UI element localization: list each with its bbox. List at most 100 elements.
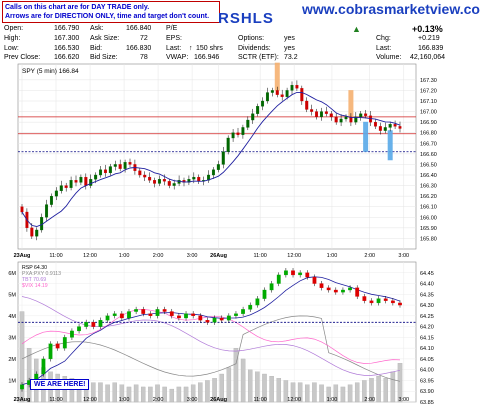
indicator-y-tick-label: 64.10 (420, 346, 434, 352)
volume-bar (140, 386, 146, 403)
price-markers (274, 62, 393, 161)
price-y-tick-label: 165.80 (420, 236, 437, 242)
down-marker (274, 62, 280, 91)
price-candle-body (339, 118, 343, 123)
price-y-tick-label: 166.70 (420, 141, 437, 147)
high-label: High: (4, 35, 21, 42)
volume-y-tick-label: 4M (8, 314, 16, 320)
indicator-y-tick-label: 64.05 (420, 357, 434, 363)
price-x-tick-label: 12:00 (287, 253, 301, 259)
rsp-candle-body (20, 384, 24, 390)
price-candle-body (143, 174, 147, 178)
price-y-tick-label: 166.90 (420, 120, 437, 126)
volume-bar (155, 384, 160, 403)
price-candle-body (305, 100, 309, 110)
volume-bar (112, 382, 117, 403)
vwap-value: 166.946 (194, 54, 220, 61)
price-y-axis: 167.30 167.20 167.10 167.00 166.90 166.80 166.… (420, 78, 437, 243)
volume-bar (269, 376, 274, 403)
indicator-y-tick-label: 64.35 (420, 292, 434, 298)
volume-bar (212, 378, 217, 403)
volume-y-tick-label: 6M (8, 271, 16, 277)
quote-header: Calls on this chart are for DAY TRADE on… (0, 0, 480, 62)
price-candle-body (192, 176, 196, 180)
rsp-candle-body (341, 289, 345, 293)
price-candle-body (261, 100, 265, 107)
rsp-candle-body (234, 313, 238, 316)
rsp-candle-body (305, 272, 310, 278)
volume-bar (319, 384, 324, 403)
price-candle-body (113, 164, 117, 167)
indicator-panel (17, 261, 417, 403)
price-candle-body (99, 169, 103, 176)
volume-bar (376, 376, 381, 403)
rsp-candle-body (298, 272, 303, 276)
price-y-tick-label: 166.50 (420, 162, 437, 168)
price-x-tick-label: 3:00 (187, 253, 198, 259)
price-candle-body (123, 162, 127, 169)
rsp-candle-body (319, 283, 324, 288)
volume-y-tick-label: 5M (8, 292, 16, 298)
price-candle-body (118, 164, 122, 169)
price-candle-body (344, 116, 348, 120)
rsp-candle-body (269, 283, 274, 291)
volume-bar (219, 373, 224, 403)
change-pct-value: +0.13% (412, 24, 443, 34)
volume-bar (369, 378, 374, 403)
price-candle-body (265, 92, 269, 102)
volume-bar (169, 388, 175, 403)
volume-bar (255, 371, 260, 403)
bid-size-label: Bid Size: (90, 54, 118, 61)
indicator-x-tick-label: 3:00 (398, 397, 409, 403)
indicator-y-tick-label: 64.15 (420, 335, 434, 341)
price-moving-average (21, 91, 401, 227)
price-series-label: SPY (5 min) 166.84 (22, 68, 79, 75)
indicator-x-tick-label: 3:00 (187, 397, 198, 403)
legend-entry: $VIX 14.19 (22, 283, 48, 289)
volume-left-axis: 6M 5M 4M 3M 2M 1M (8, 271, 16, 385)
volume-bar (19, 311, 25, 403)
volume-bar (205, 380, 210, 403)
price-candle-body (30, 227, 34, 237)
price-candle-body (197, 176, 201, 182)
ask-label: Ask: (90, 25, 104, 32)
rsp-candle-body (219, 317, 224, 321)
pe-label: P/E (166, 25, 178, 32)
chg-value: +0.219 (418, 35, 440, 42)
site-url[interactable]: www.cobrasmarketview.com (302, 1, 480, 17)
price-x-tick-label: 1:00 (119, 253, 130, 259)
price-candle-body (275, 90, 279, 95)
price-candle-body (295, 84, 299, 89)
price-y-tick-label: 167.30 (420, 78, 437, 84)
indicator-y-tick-label: 64.40 (420, 282, 434, 288)
indicator-y-tick-label: 64.45 (420, 271, 434, 277)
price-y-tick-label: 167.20 (420, 88, 437, 94)
volume-bar (312, 382, 317, 403)
volume-bar (347, 384, 353, 403)
volume-bar (119, 384, 125, 403)
price-candle-body (378, 126, 382, 131)
note-line-2: Arrows are for DIRECTION ONLY, time and … (5, 13, 210, 20)
price-candle-body (364, 113, 368, 116)
legend-entry: RSP 64.30 (22, 265, 47, 271)
rsp-candle-body (276, 274, 281, 284)
price-candle-body (226, 137, 230, 152)
rsp-candle-body (398, 302, 402, 306)
rsp-candle-body (369, 300, 374, 304)
price-candle-body (69, 180, 73, 188)
up-marker (363, 121, 369, 152)
price-candle-body (383, 127, 387, 131)
indicator-right-axis: 64.45 64.40 64.35 64.30 64.25 64.20 64.15 64.10… (420, 271, 434, 406)
price-candle-body (35, 229, 39, 237)
rsp-candle-body (112, 313, 117, 316)
price-candle-body (167, 181, 171, 186)
volume-bar (148, 386, 153, 403)
indicator-x-tick-label: 11:00 (253, 397, 266, 403)
price-candle-body (79, 176, 83, 183)
rsp-candle-body (84, 322, 89, 327)
price-candle-body (64, 185, 68, 188)
price-candle-body (157, 179, 161, 184)
volume-bar (126, 386, 132, 403)
bid-label: Bid: (90, 45, 103, 52)
volume-bar (262, 373, 267, 403)
